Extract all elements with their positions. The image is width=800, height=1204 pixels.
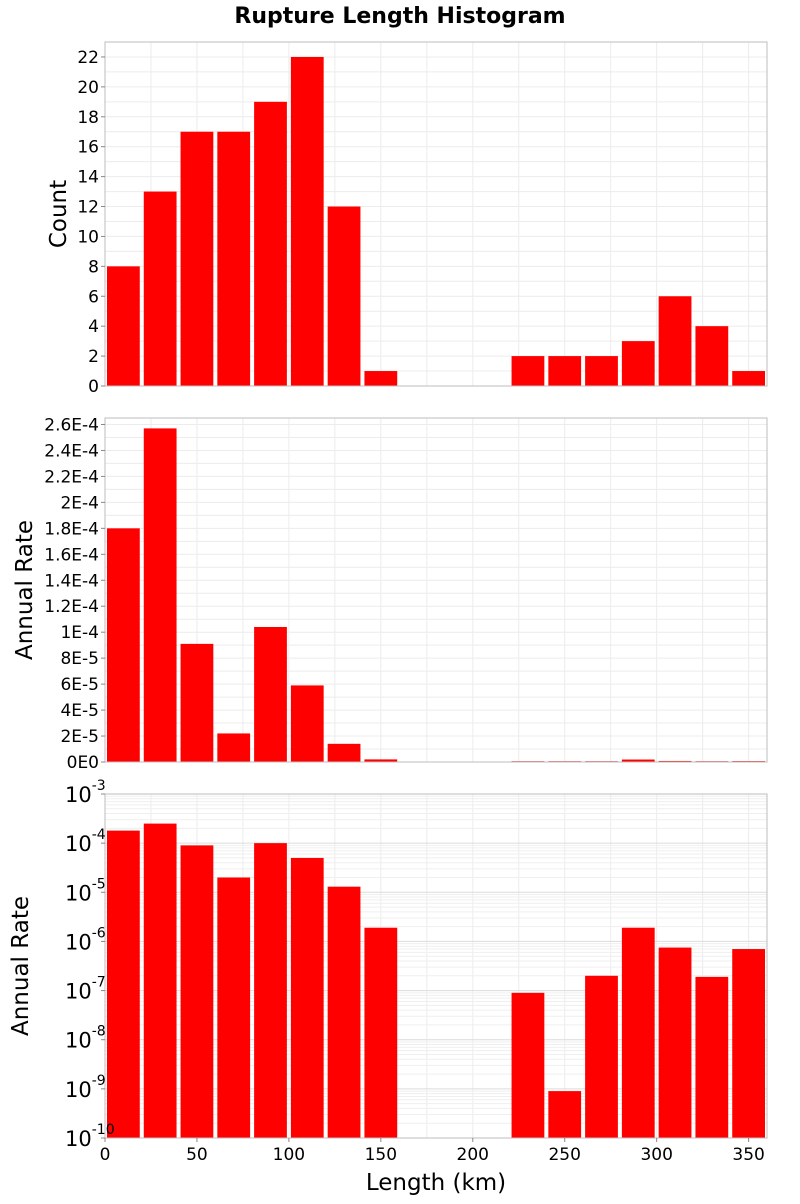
rate-log-ytick-label: 10-9 bbox=[65, 1073, 106, 1102]
rate-log-bar bbox=[548, 1091, 582, 1138]
rate-linear-ytick-label: 6E-5 bbox=[60, 675, 99, 695]
rate-log-xtick-label: 100 bbox=[273, 1145, 305, 1165]
rate-linear-bar bbox=[290, 685, 324, 762]
count-ytick-label: 12 bbox=[77, 198, 99, 218]
rate-linear-ytick-label: 1.4E-4 bbox=[44, 571, 99, 591]
rate-linear-ytick-label: 2.4E-4 bbox=[44, 441, 99, 461]
rate-log-bar bbox=[364, 927, 398, 1138]
rate-linear-ytick-label: 2.6E-4 bbox=[44, 415, 99, 435]
count-bar bbox=[290, 56, 324, 387]
rate-log-x-axis-label: Length (km) bbox=[366, 1170, 506, 1196]
count-ytick-label: 10 bbox=[77, 227, 99, 247]
rate-log-ytick-label: 10-6 bbox=[65, 925, 106, 954]
count-ytick-label: 0 bbox=[88, 377, 99, 397]
rate-log-bar bbox=[180, 845, 214, 1138]
rate-log-ytick-label: 10-5 bbox=[65, 876, 106, 905]
rate-linear-ytick-label: 1.6E-4 bbox=[44, 545, 99, 565]
count-ytick-label: 8 bbox=[88, 257, 99, 277]
rate-linear-ytick-label: 8E-5 bbox=[60, 649, 99, 669]
count-bar bbox=[695, 326, 729, 386]
rate-log-bar bbox=[254, 843, 287, 1138]
rate-linear-ytick-label: 2.2E-4 bbox=[44, 467, 99, 487]
count-bar bbox=[511, 356, 545, 386]
count-ytick-label: 4 bbox=[88, 317, 99, 337]
rate-log-bar bbox=[695, 976, 729, 1138]
chart-title: Rupture Length Histogram bbox=[234, 4, 565, 29]
rate-log-plot-frame bbox=[104, 793, 768, 1139]
count-bar bbox=[732, 371, 765, 386]
rate-linear-bar bbox=[254, 626, 287, 762]
rate-log-ytick-label: 10-8 bbox=[65, 1024, 106, 1053]
count-bar bbox=[327, 206, 361, 386]
count-bar bbox=[621, 341, 655, 386]
rate-linear-bar bbox=[327, 743, 361, 762]
count-ytick-label: 20 bbox=[77, 78, 99, 98]
rate-log-xtick-label: 350 bbox=[732, 1145, 764, 1165]
rate-log-xtick-label: 300 bbox=[640, 1145, 672, 1165]
count-bar bbox=[143, 191, 177, 386]
count-ytick-label: 2 bbox=[88, 347, 99, 367]
rate-linear-y-axis-label: Annual Rate bbox=[12, 520, 38, 660]
rate-log-xtick-label: 50 bbox=[186, 1145, 208, 1165]
rate-log-ytick-label: 10-4 bbox=[65, 827, 106, 856]
count-bar bbox=[585, 356, 618, 386]
count-plot-frame bbox=[104, 41, 768, 387]
rate-log-xtick-label: 200 bbox=[457, 1145, 489, 1165]
rate-log-xtick-label: 0 bbox=[100, 1145, 111, 1165]
rate-linear-ytick-label: 2E-5 bbox=[60, 727, 99, 747]
count-bar bbox=[548, 356, 582, 386]
count-bar bbox=[364, 371, 398, 386]
rate-linear-ytick-label: 1.8E-4 bbox=[44, 519, 99, 539]
count-bar bbox=[180, 131, 214, 386]
rate-linear-bar bbox=[107, 528, 140, 762]
rate-log-bar bbox=[621, 927, 655, 1138]
rate-log-bar bbox=[217, 877, 251, 1138]
rate-log-bar bbox=[658, 947, 692, 1138]
rate-log-xtick-label: 250 bbox=[548, 1145, 580, 1165]
rate-log-ytick-label: 10-3 bbox=[65, 778, 106, 807]
rate-log-bar bbox=[107, 830, 140, 1138]
rate-log-y-axis-label: Annual Rate bbox=[8, 896, 34, 1036]
rate-log-bar bbox=[143, 823, 177, 1138]
rate-log-xtick-label: 150 bbox=[365, 1145, 397, 1165]
count-ytick-label: 18 bbox=[77, 108, 99, 128]
count-ytick-label: 16 bbox=[77, 138, 99, 158]
rate-linear-plot-frame bbox=[104, 417, 768, 763]
rate-linear-ytick-label: 2E-4 bbox=[60, 493, 99, 513]
rate-log-ytick-label: 10-10 bbox=[65, 1122, 115, 1151]
rate-log-bar bbox=[327, 886, 361, 1138]
count-ytick-label: 6 bbox=[88, 287, 99, 307]
rate-linear-ytick-label: 4E-5 bbox=[60, 701, 99, 721]
count-bar bbox=[254, 101, 287, 387]
rate-linear-bar bbox=[621, 759, 655, 762]
count-ytick-label: 14 bbox=[77, 168, 99, 188]
count-ytick-label: 22 bbox=[77, 48, 99, 68]
rate-linear-ytick-label: 1.2E-4 bbox=[44, 597, 99, 617]
rate-linear-ytick-label: 0E0 bbox=[67, 753, 99, 773]
rate-linear-bar bbox=[364, 759, 398, 762]
rate-log-bar bbox=[511, 992, 545, 1138]
rate-log-bar bbox=[290, 857, 324, 1138]
rate-log-ytick-label: 10-7 bbox=[65, 975, 106, 1004]
rate-linear-bar bbox=[180, 643, 214, 762]
count-bar bbox=[217, 131, 251, 386]
rate-log-bar bbox=[732, 949, 765, 1138]
rate-linear-bar bbox=[143, 428, 177, 762]
rate-linear-bar bbox=[658, 760, 692, 762]
count-bar bbox=[107, 266, 140, 386]
count-y-axis-label: Count bbox=[46, 180, 72, 248]
count-bar bbox=[658, 296, 692, 386]
rate-linear-ytick-label: 1E-4 bbox=[60, 623, 99, 643]
rate-log-bar bbox=[585, 975, 618, 1138]
rate-linear-bar bbox=[217, 733, 251, 762]
